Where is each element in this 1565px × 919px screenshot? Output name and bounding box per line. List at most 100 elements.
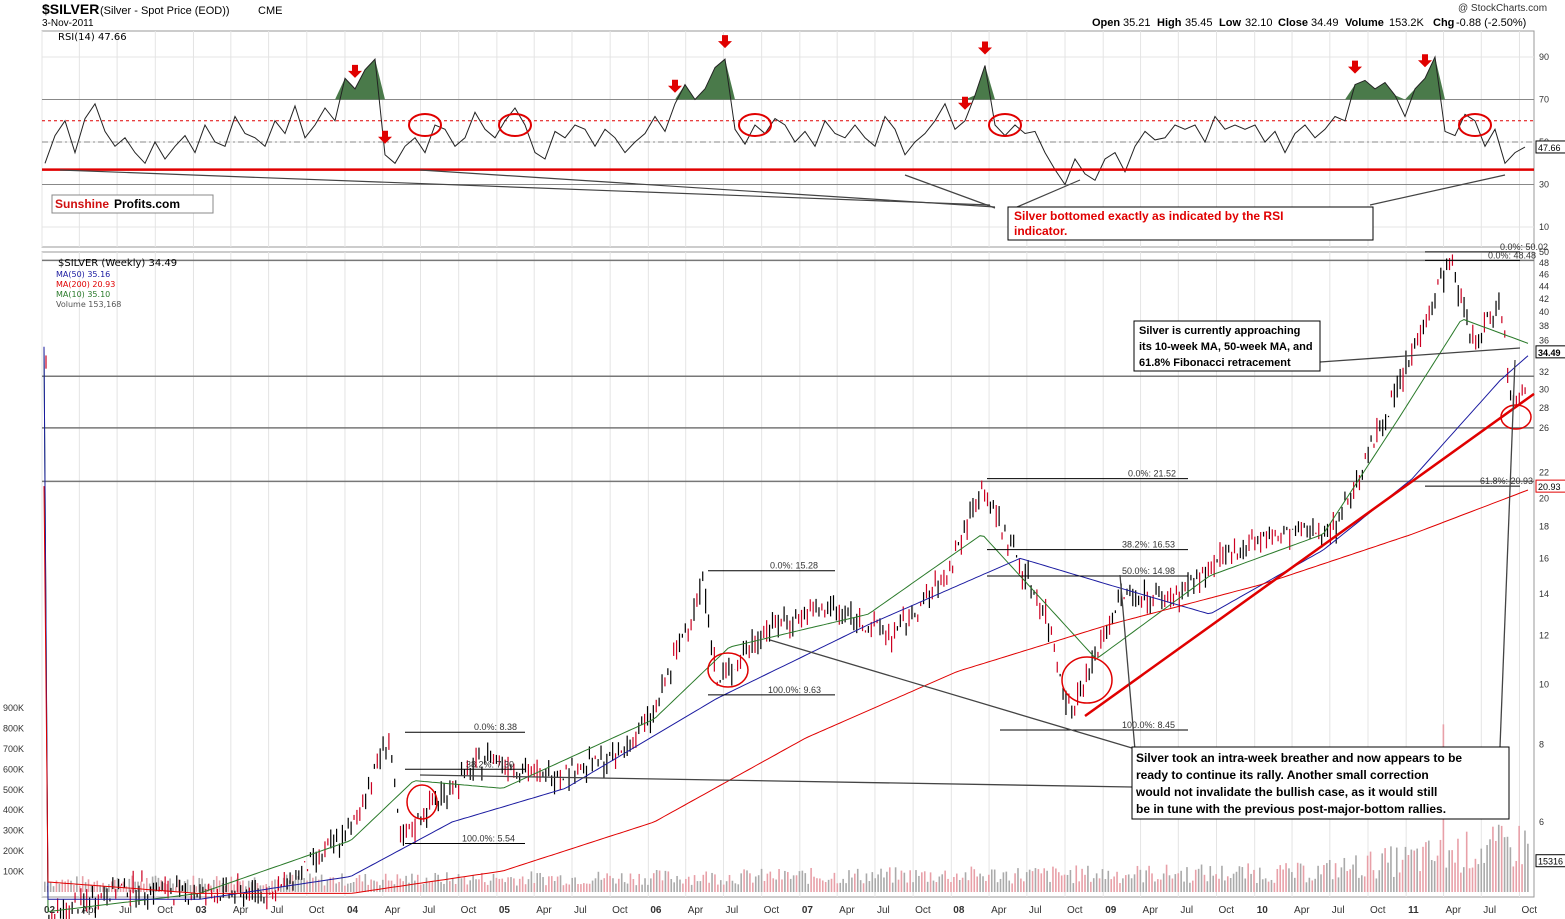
close-label: Close <box>1278 17 1308 29</box>
rsi-overbought-fill <box>1435 57 1445 100</box>
volume-bar <box>775 879 777 892</box>
volume-bar <box>335 883 337 892</box>
volume-bar <box>1355 855 1357 892</box>
volume-bar <box>329 877 332 892</box>
volume-bar <box>1425 842 1427 892</box>
volume-bar <box>501 878 504 892</box>
volume-bar <box>548 876 550 892</box>
volume-bar <box>1165 864 1168 892</box>
volume-bar <box>658 870 661 892</box>
x-tick-label: Jul <box>271 905 284 916</box>
volume-bar <box>687 876 690 892</box>
ma10-legend: MA(10) 35.10 <box>56 290 110 299</box>
volume-bar <box>175 886 177 892</box>
volume-bar <box>178 879 180 892</box>
rsi-line <box>44 55 1526 186</box>
breather-note-line4: be in tune with the previous post-major-… <box>1136 802 1446 816</box>
volume-bar <box>1366 855 1369 892</box>
volume-bar <box>55 880 58 892</box>
fib-label: 61.8%: 20.93 <box>1480 476 1533 486</box>
volume-bar <box>373 880 375 892</box>
volume-bar <box>361 881 364 892</box>
volume-bar <box>760 868 763 892</box>
volume-bar <box>1116 871 1118 892</box>
volume-bar <box>1040 873 1043 892</box>
volume-bar <box>574 877 576 892</box>
chart-description: (Silver - Spot Price (EOD)) <box>100 5 230 17</box>
volume-bar <box>1506 836 1509 892</box>
volume-bar <box>571 877 573 892</box>
volume-bar <box>1084 874 1086 892</box>
volume-bar <box>999 878 1002 892</box>
annotation-pointer-line <box>1119 574 1136 751</box>
volume-bar <box>1384 848 1386 892</box>
chg-label: Chg <box>1433 17 1454 29</box>
volume-bar <box>1407 855 1410 892</box>
rsi-circle <box>408 113 442 137</box>
volume-bar <box>830 878 833 892</box>
volume-bar <box>711 872 713 892</box>
volume-bar <box>824 882 827 892</box>
volume-bar <box>897 879 900 892</box>
rsi-overbought-fill <box>1365 80 1375 100</box>
price-axis-label: 38 <box>1539 321 1549 331</box>
rsi-overbought-fill <box>335 78 345 100</box>
rsi-current-box <box>1535 140 1565 154</box>
volume-bar <box>137 881 139 892</box>
volume-bar <box>481 872 483 892</box>
overbought-arrow-icon <box>958 96 972 110</box>
x-tick-label: Oct <box>157 905 173 916</box>
volume-bar <box>553 880 556 892</box>
volume-bar <box>408 882 410 892</box>
rsi-axis-label: 90 <box>1539 52 1549 62</box>
volume-bar <box>52 886 55 892</box>
volume-bar <box>300 879 303 892</box>
volume-bar <box>93 881 96 892</box>
volume-bar <box>1343 857 1346 892</box>
volume-bar <box>932 880 935 892</box>
volume-bar <box>306 880 308 892</box>
fib-label: 0.0%: 48.48 <box>1488 250 1536 260</box>
volume-bar <box>1250 873 1252 892</box>
volume-bar <box>787 872 789 892</box>
volume-bar <box>1416 848 1418 892</box>
volume-bar <box>1229 878 1232 892</box>
volume-bar <box>393 884 396 892</box>
volume-bar <box>1305 882 1308 892</box>
volume-bar <box>1057 872 1060 892</box>
volume-bar <box>355 878 358 892</box>
fib-label: 0.0%: 21.52 <box>1128 469 1176 479</box>
rsi-overbought-fill <box>375 59 385 100</box>
volume-bar <box>953 877 955 892</box>
volume-bar <box>1203 874 1206 892</box>
volume-bar <box>370 879 372 892</box>
volume-bar <box>1358 877 1360 892</box>
volume-bar <box>1465 831 1468 892</box>
volume-bar <box>402 881 404 892</box>
volume-bar <box>1209 866 1212 892</box>
volume-bar <box>451 877 454 892</box>
price-axis-label: 12 <box>1539 631 1549 641</box>
volume-bar <box>303 878 305 892</box>
volume-bar <box>1430 860 1433 892</box>
volume-bar <box>1005 871 1008 892</box>
volume-axis-label: 200K <box>3 846 24 856</box>
volume-axis-label: 100K <box>3 867 24 877</box>
rsi-panel: 907050301047.66 <box>42 35 1565 232</box>
x-tick-label: Jul <box>1332 905 1345 916</box>
volume-bar <box>888 867 891 892</box>
volume-bar <box>338 881 340 892</box>
volume-bar <box>1081 868 1083 892</box>
volume-bar <box>1282 869 1284 892</box>
volume-bar <box>1390 846 1392 892</box>
rsi-circle <box>988 113 1022 137</box>
volume-bar <box>1462 867 1465 892</box>
volume-bar <box>693 875 696 892</box>
volume-bar <box>215 876 218 892</box>
volume-bar <box>789 878 792 892</box>
volume-bar <box>192 875 195 892</box>
volume-bar <box>314 876 317 892</box>
volume-bar <box>379 885 381 892</box>
volume-bar <box>804 873 807 892</box>
svg-text:Silver bottomed exactly as ind: Silver bottomed exactly as indicated by … <box>1014 209 1287 238</box>
